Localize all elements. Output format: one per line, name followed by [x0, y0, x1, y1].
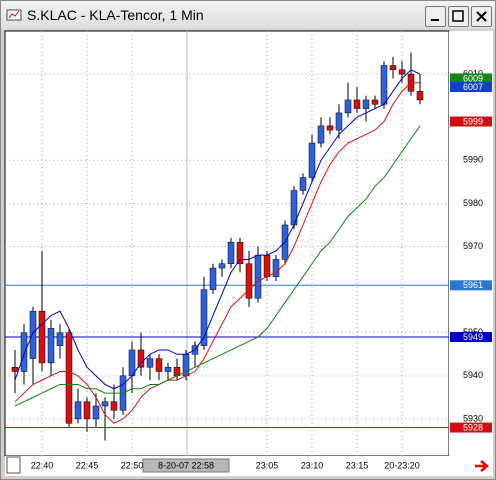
minimize-button[interactable]	[425, 6, 446, 27]
x-tick-label: 20-23:20	[384, 460, 420, 470]
candle-body	[398, 69, 406, 75]
price-label-box	[450, 73, 492, 84]
x-tick-label: 23:15	[346, 460, 369, 470]
y-tick-label: 5970	[463, 241, 483, 251]
candle-body	[299, 177, 307, 191]
candle-body	[353, 99, 361, 109]
candle-body	[101, 401, 109, 407]
moving-average-line	[14, 125, 421, 407]
candle-body	[362, 99, 370, 109]
price-label-box	[450, 116, 492, 127]
x-tick-label: 22:45	[76, 460, 99, 470]
candle-body	[245, 263, 253, 299]
y-tick-label: 5990	[463, 155, 483, 165]
candle-body	[92, 405, 100, 420]
candle-body	[416, 91, 424, 101]
time-axis	[5, 456, 493, 476]
candle-body	[371, 99, 379, 105]
app-icon	[6, 9, 22, 21]
y-tick-label: 5930	[463, 413, 483, 423]
cursor-label-box	[142, 458, 230, 473]
candle-body	[326, 125, 334, 131]
candle-body	[236, 241, 244, 265]
candle-body	[110, 401, 118, 411]
candle-body	[344, 99, 352, 114]
close-button[interactable]	[471, 6, 492, 27]
price-label-box	[450, 280, 492, 291]
price-label-box	[450, 82, 492, 93]
x-tick-label: 23:10	[301, 460, 324, 470]
candle-body	[227, 241, 235, 265]
candle-body	[380, 65, 388, 105]
scroll-arrow[interactable]	[475, 460, 489, 472]
price-label: 5928	[463, 422, 483, 432]
candle-body	[254, 254, 262, 299]
price-label: 5961	[463, 280, 483, 290]
candle-body	[218, 263, 226, 269]
candle-body	[20, 332, 28, 372]
price-label: 5949	[463, 332, 483, 342]
candle-body	[164, 366, 172, 372]
price-label-box	[450, 422, 492, 433]
candle-body	[74, 401, 82, 420]
scroll-box[interactable]	[6, 456, 21, 474]
candle-body	[29, 310, 37, 359]
price-axis	[449, 31, 493, 456]
candle-body	[11, 366, 19, 372]
price-label: 6009	[463, 73, 483, 83]
candle-body	[146, 358, 154, 368]
candle-body	[335, 112, 343, 131]
cursor-label: 8-20-07 22:58	[158, 460, 214, 470]
candle-body	[389, 65, 397, 71]
candle-body	[263, 254, 271, 277]
candle-body	[209, 267, 217, 290]
price-label: 6007	[463, 82, 483, 92]
moving-average-line	[14, 69, 421, 390]
candle-body	[308, 142, 316, 178]
candle-body	[200, 289, 208, 346]
candle-body	[155, 358, 163, 372]
y-tick-label: 5940	[463, 370, 483, 380]
candle-body	[56, 332, 64, 346]
window-title: S.KLAC - KLA-Tencor, 1 Min	[27, 7, 204, 23]
x-tick-label: 22:50	[121, 460, 144, 470]
chart: 593059405950597059805990601022:4022:4522…	[4, 30, 493, 476]
candle-body	[137, 349, 145, 368]
candle-body	[47, 328, 55, 364]
candle-body	[83, 401, 91, 420]
candle-body	[38, 310, 46, 364]
moving-average-line	[14, 82, 420, 424]
title-bar: S.KLAC - KLA-Tencor, 1 Min	[1, 1, 495, 29]
candle-body	[317, 125, 325, 144]
candle-body	[272, 259, 280, 277]
x-tick-label: 23:05	[256, 460, 279, 470]
candle-body	[65, 332, 73, 424]
price-label: 5999	[463, 116, 483, 126]
price-label-box	[450, 332, 492, 343]
maximize-button[interactable]	[448, 6, 469, 27]
x-tick-label: 22:40	[31, 460, 54, 470]
y-tick-label: 5980	[463, 198, 483, 208]
